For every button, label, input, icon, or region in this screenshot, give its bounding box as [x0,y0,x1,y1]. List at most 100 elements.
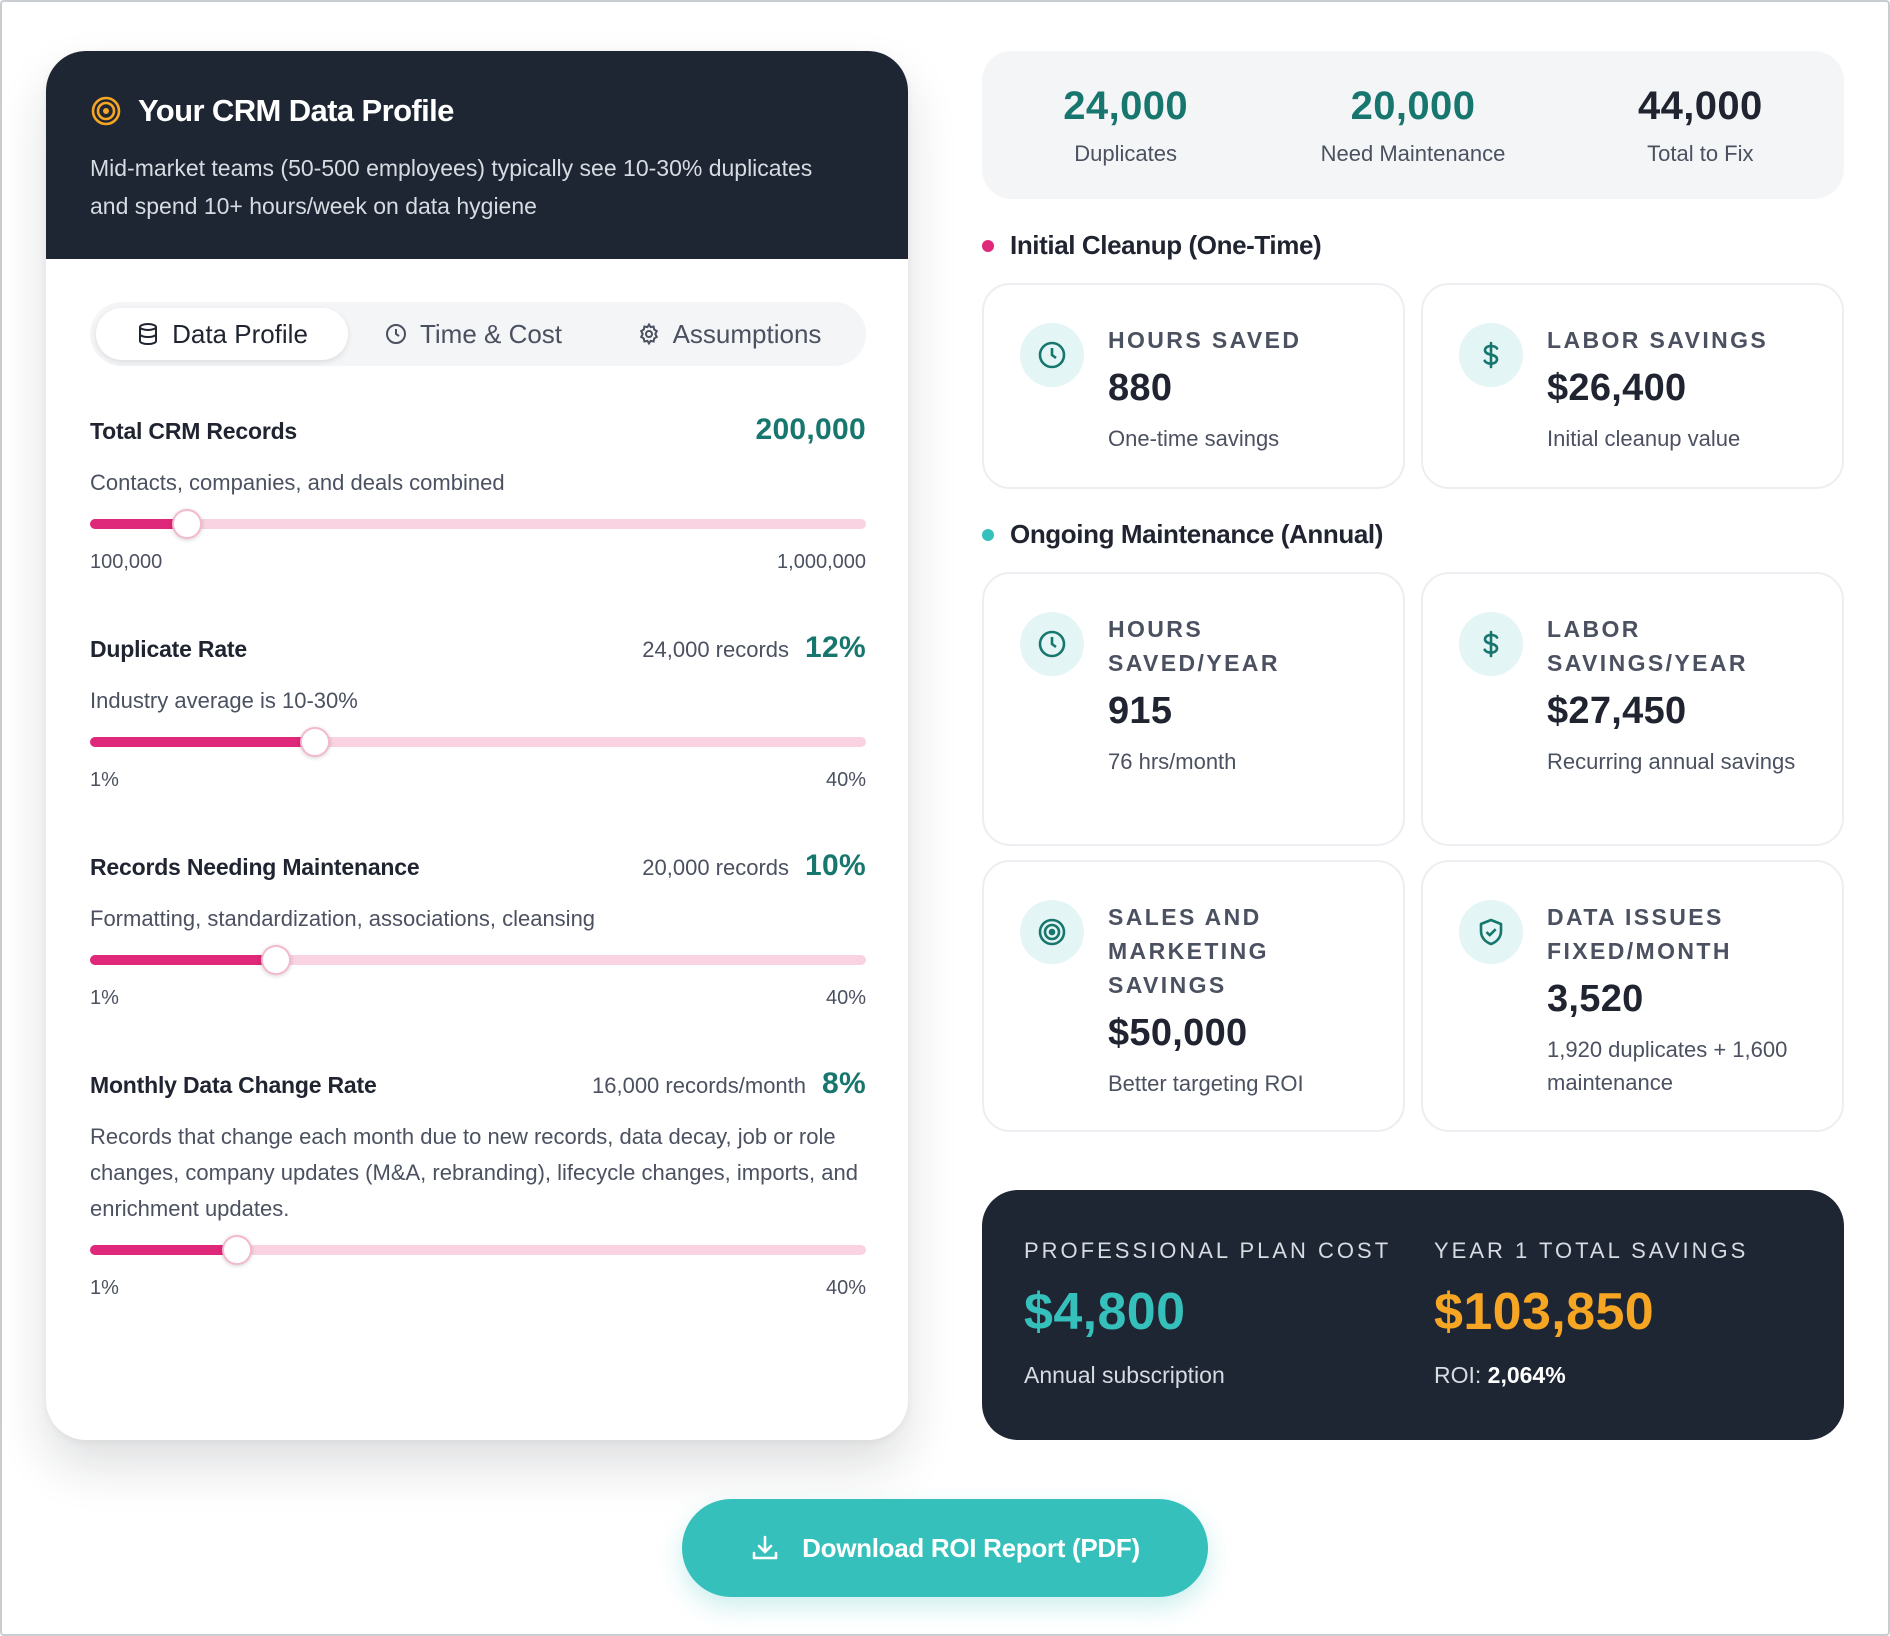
dollar-icon [1459,323,1523,387]
metric-label: DATA ISSUES FIXED/MONTH [1547,904,1732,964]
slider-max-label: 40% [825,987,866,1009]
clock-icon [1020,323,1084,387]
section-initial-cleanup: Initial Cleanup (One-Time) [982,230,1322,261]
slider-title: Total CRM Records [90,418,298,444]
metric-value: 915 [1108,690,1173,732]
shield-check-icon [1459,900,1523,964]
slider-thumb[interactable] [261,945,292,975]
slider-thumb[interactable] [172,509,202,539]
slider-min-label: 1% [90,1277,119,1299]
metric-hours-saved: HOURS SAVED 880 One-time savings [982,283,1405,489]
stat-need-maintenance: 20,000 Need Maintenance [1269,51,1556,199]
stat-label: Total to Fix [1647,141,1754,166]
slider-title: Records Needing Maintenance [90,854,420,880]
slider-description: Industry average is 10-30% [90,688,358,713]
plan-cost-subtext: Annual subscription [1024,1362,1225,1388]
section-dot [982,239,994,252]
slider-max-label: 40% [825,1277,866,1299]
tab-assumptions[interactable]: Assumptions [598,308,860,360]
year1-savings-value: $103,850 [1434,1283,1655,1341]
slider-description: Records that change each month due to ne… [90,1124,858,1221]
cost-summary-card: PROFESSIONAL PLAN COST $4,800 Annual sub… [982,1190,1844,1440]
slider-description: Formatting, standardization, association… [90,906,596,931]
metric-label: SALES AND MARKETING SAVINGS [1108,904,1269,998]
slider-count: 20,000 records [642,855,790,880]
stat-label: Duplicates [1074,141,1178,166]
download-icon [752,1535,778,1560]
metric-sales-marketing-savings: SALES AND MARKETING SAVINGS $50,000 Bett… [982,860,1405,1132]
profile-header: Your CRM Data Profile Mid-market teams (… [46,51,908,259]
slider-fill [90,737,316,747]
clock-icon [1020,612,1084,676]
slider-thumb[interactable] [300,727,331,757]
slider-value: 10% [805,849,866,882]
database-icon [139,323,158,346]
metric-value: 880 [1108,367,1173,409]
dollar-icon [1459,612,1523,676]
target-icon [1020,900,1084,964]
profile-title: Your CRM Data Profile [138,93,454,128]
year1-savings-label: YEAR 1 TOTAL SAVINGS [1434,1238,1749,1263]
slider-thumb[interactable] [222,1235,253,1265]
slider-track[interactable] [90,727,866,757]
metric-subtext: Recurring annual savings [1547,749,1796,774]
metric-data-issues-fixed: DATA ISSUES FIXED/MONTH 3,520 1,920 dupl… [1421,860,1844,1132]
slider-min-label: 1% [90,769,119,791]
profile-tabs: Data Profile Time & Cost Assumptions [90,302,866,366]
slider-fill [90,955,277,965]
slider-total-records: Total CRM Records 200,000 Contacts, comp… [90,413,866,574]
slider-title: Duplicate Rate [90,636,247,662]
metric-hours-saved-year: HOURS SAVED/YEAR 915 76 hrs/month [982,572,1405,846]
tab-label: Data Profile [172,318,308,349]
metric-label: LABOR SAVINGS/YEAR [1547,616,1748,676]
metric-label: LABOR SAVINGS [1547,327,1769,353]
metric-subtext: Initial cleanup value [1547,426,1741,451]
slider-max-label: 1,000,000 [777,551,866,573]
slider-track[interactable] [90,509,866,539]
metric-labor-savings: LABOR SAVINGS $26,400 Initial cleanup va… [1421,283,1844,489]
stat-value: 20,000 [1350,84,1476,128]
metric-value: 3,520 [1547,978,1644,1020]
download-label: Download ROI Report (PDF) [802,1532,1140,1563]
slider-min-label: 1% [90,987,119,1009]
download-roi-report-button[interactable]: Download ROI Report (PDF) [682,1499,1208,1597]
stat-duplicates: 24,000 Duplicates [982,51,1269,199]
profile-description: Mid-market teams (50-500 employees) typi… [90,155,813,219]
crm-profile-card: Your CRM Data Profile Mid-market teams (… [46,51,908,1440]
metric-value: $27,450 [1547,690,1687,732]
slider-track[interactable] [90,1235,866,1265]
metric-label: HOURS SAVED/YEAR [1108,616,1280,676]
slider-fill [90,1245,238,1255]
metric-label: HOURS SAVED [1108,327,1302,353]
target-icon [91,96,121,126]
section-title-text: Ongoing Maintenance (Annual) [1010,519,1384,549]
tab-time-cost[interactable]: Time & Cost [348,308,598,360]
slider-change-rate: Monthly Data Change Rate 16,000 records/… [90,1067,866,1300]
slider-track[interactable] [90,945,866,975]
metric-subtext: 76 hrs/month [1108,749,1237,774]
metric-labor-savings-year: LABOR SAVINGS/YEAR $27,450 Recurring ann… [1421,572,1844,846]
slider-count: 24,000 records [642,637,790,662]
stat-value: 24,000 [1063,84,1189,128]
stat-total-to-fix: 44,000 Total to Fix [1557,51,1844,199]
slider-value: 8% [822,1067,866,1100]
section-ongoing-maintenance: Ongoing Maintenance (Annual) [982,519,1383,550]
slider-title: Monthly Data Change Rate [90,1072,377,1098]
roi-label: ROI: [1434,1362,1482,1388]
metric-subtext: Better targeting ROI [1108,1071,1304,1096]
tab-label: Time & Cost [419,318,563,349]
slider-maintenance: Records Needing Maintenance 20,000 recor… [90,849,866,1010]
slider-description: Contacts, companies, and deals combined [90,470,505,495]
roi-value: 2,064% [1487,1362,1566,1388]
plan-cost: PROFESSIONAL PLAN COST $4,800 Annual sub… [1024,1238,1391,1389]
summary-stats: 24,000 Duplicates 20,000 Need Maintenanc… [982,51,1844,199]
tab-data-profile[interactable]: Data Profile [96,308,348,360]
slider-duplicate-rate: Duplicate Rate 24,000 records 12% Indust… [90,631,866,792]
clock-icon [385,324,406,344]
slider-value: 200,000 [755,413,866,446]
stat-value: 44,000 [1637,84,1763,128]
metric-subtext: 1,920 duplicates + 1,600 maintenance [1547,1037,1788,1095]
stat-label: Need Maintenance [1320,141,1506,166]
slider-value: 12% [805,631,866,664]
